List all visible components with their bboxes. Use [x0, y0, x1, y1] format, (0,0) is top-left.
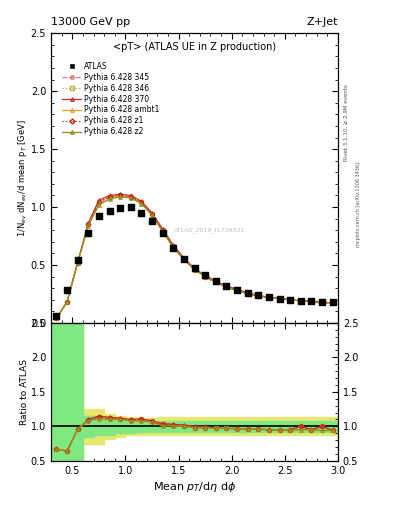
- Point: [298, 297, 304, 305]
- Text: Rivet 3.1.10, ≥ 2.9M events: Rivet 3.1.10, ≥ 2.9M events: [344, 84, 349, 161]
- Point: [244, 289, 251, 297]
- Point: [255, 291, 261, 299]
- Point: [85, 228, 92, 237]
- Point: [128, 203, 134, 211]
- X-axis label: Mean $p_T$/d$\eta$ d$\phi$: Mean $p_T$/d$\eta$ d$\phi$: [153, 480, 236, 494]
- Point: [308, 297, 314, 305]
- Point: [202, 271, 208, 280]
- Point: [223, 282, 230, 290]
- Point: [319, 298, 325, 306]
- Point: [287, 295, 293, 304]
- Text: <pT> (ATLAS UE in Z production): <pT> (ATLAS UE in Z production): [113, 42, 276, 52]
- Point: [213, 277, 219, 285]
- Point: [234, 286, 240, 294]
- Point: [96, 212, 102, 220]
- Point: [64, 286, 70, 294]
- Point: [160, 228, 166, 237]
- Point: [149, 217, 155, 225]
- Text: Z+Jet: Z+Jet: [307, 17, 338, 28]
- Text: 13000 GeV pp: 13000 GeV pp: [51, 17, 130, 28]
- Y-axis label: Ratio to ATLAS: Ratio to ATLAS: [20, 359, 29, 425]
- Point: [107, 206, 113, 215]
- Point: [191, 264, 198, 272]
- Point: [117, 204, 123, 212]
- Y-axis label: 1/N$_{ev}$ dN$_{ev}$/d mean p$_T$ [GeV]: 1/N$_{ev}$ dN$_{ev}$/d mean p$_T$ [GeV]: [17, 119, 29, 237]
- Point: [75, 256, 81, 264]
- Point: [181, 255, 187, 263]
- Legend: ATLAS, Pythia 6.428 345, Pythia 6.428 346, Pythia 6.428 370, Pythia 6.428 ambt1,: ATLAS, Pythia 6.428 345, Pythia 6.428 34…: [61, 60, 161, 138]
- Point: [276, 294, 283, 303]
- Text: mcplots.cern.ch [arXiv:1306.3436]: mcplots.cern.ch [arXiv:1306.3436]: [356, 162, 361, 247]
- Point: [170, 244, 176, 252]
- Point: [329, 298, 336, 306]
- Point: [266, 293, 272, 302]
- Text: ATLAS_2019_I1736531: ATLAS_2019_I1736531: [173, 227, 244, 233]
- Point: [53, 312, 60, 320]
- Point: [138, 209, 145, 217]
